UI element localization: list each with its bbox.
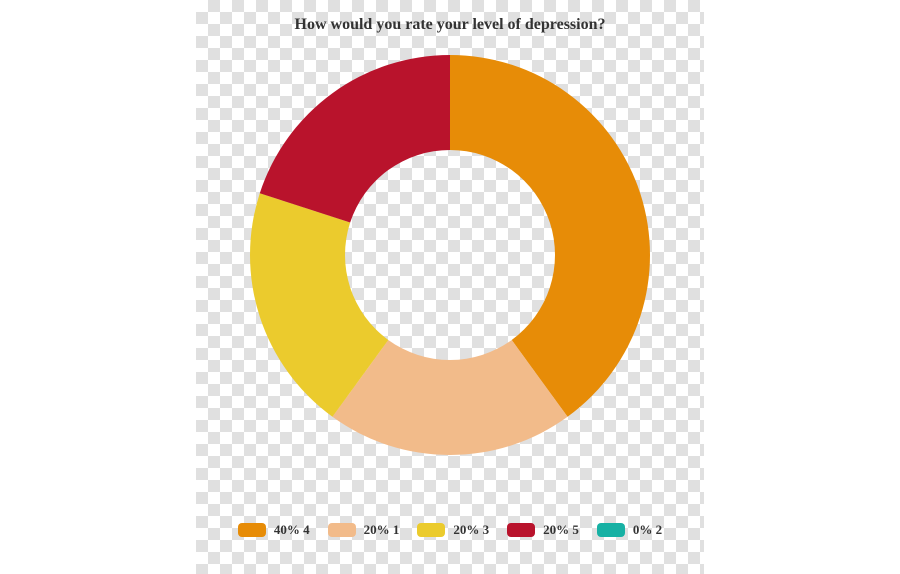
legend-item: 20% 1 — [328, 522, 400, 538]
legend-swatch — [597, 523, 625, 537]
legend-swatch — [328, 523, 356, 537]
legend-swatch — [238, 523, 266, 537]
legend-label: 20% 1 — [364, 522, 400, 538]
legend-label: 0% 2 — [633, 522, 662, 538]
chart-title: How would you rate your level of depress… — [196, 16, 704, 34]
legend-item: 40% 4 — [238, 522, 310, 538]
legend-label: 40% 4 — [274, 522, 310, 538]
legend-label: 20% 5 — [543, 522, 579, 538]
legend-swatch — [417, 523, 445, 537]
donut-chart — [250, 55, 650, 455]
legend-label: 20% 3 — [453, 522, 489, 538]
chart-card: How would you rate your level of depress… — [196, 0, 704, 574]
legend-item: 20% 5 — [507, 522, 579, 538]
legend-item: 20% 3 — [417, 522, 489, 538]
donut-slice — [260, 55, 450, 223]
legend-item: 0% 2 — [597, 522, 662, 538]
legend-swatch — [507, 523, 535, 537]
legend: 40% 4 20% 1 20% 3 20% 5 0% 2 — [196, 522, 704, 538]
